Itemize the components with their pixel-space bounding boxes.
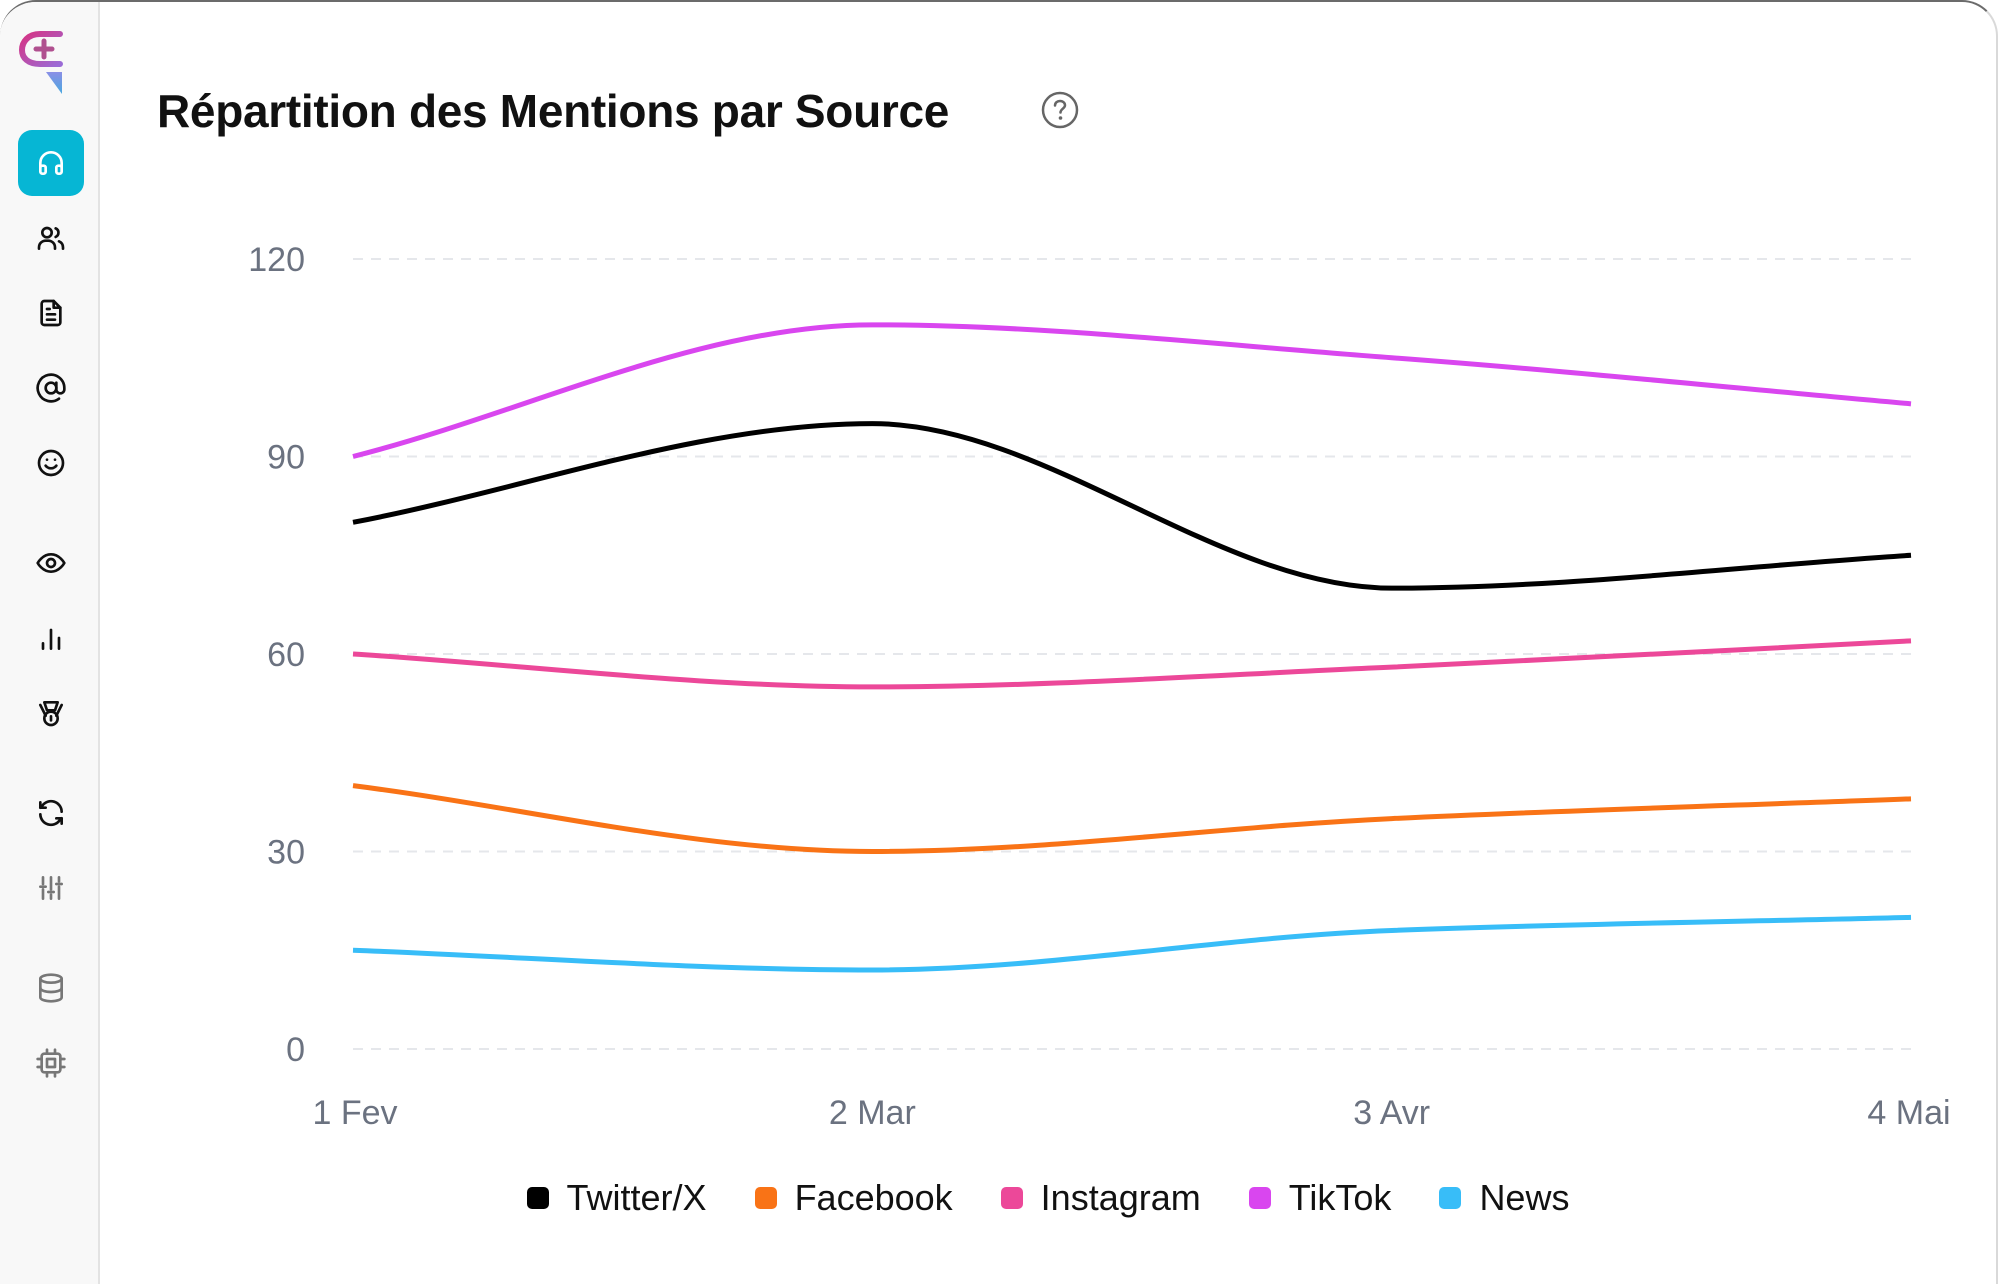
smile-icon: [37, 449, 65, 477]
users-icon: [37, 226, 65, 250]
legend-swatch: [754, 1187, 777, 1209]
help-circle-icon: [1041, 91, 1079, 129]
y-tick-label: 30: [267, 834, 305, 872]
sidebar-item-users[interactable]: [18, 205, 84, 271]
legend-label: Twitter/X: [566, 1177, 707, 1218]
legend-label: TikTok: [1288, 1177, 1392, 1218]
bar-chart-icon: [41, 628, 61, 650]
legend-swatch: [526, 1187, 549, 1209]
cpu-icon: [36, 1048, 66, 1078]
legend-item[interactable]: Facebook: [754, 1177, 953, 1219]
legend-label: Facebook: [794, 1177, 953, 1218]
sidebar-item-sentiment[interactable]: [18, 430, 84, 496]
legend-swatch: [1000, 1187, 1023, 1209]
legend-label: News: [1479, 1177, 1570, 1218]
chart-legend: Twitter/X Facebook Instagram TikTok News: [0, 1177, 1996, 1219]
sidebar: [0, 2, 100, 1284]
series-line-twitter-x: [352, 421, 1912, 591]
x-tick-label: 3 Avr: [1353, 1094, 1430, 1132]
y-tick-label: 0: [286, 1031, 305, 1069]
legend-swatch: [1439, 1187, 1462, 1209]
series-line-instagram: [352, 638, 1912, 690]
sidebar-item-database[interactable]: [18, 955, 84, 1021]
legend-swatch: [1248, 1187, 1271, 1209]
help-button[interactable]: [1040, 90, 1080, 130]
legend-item[interactable]: News: [1439, 1177, 1569, 1219]
chart-title: Répartition des Mentions par Source: [157, 85, 950, 137]
x-tick-label: 4 Mai: [1867, 1094, 1950, 1132]
y-tick-label: 60: [267, 636, 305, 674]
legend-label: Instagram: [1040, 1177, 1201, 1218]
sidebar-item-processor[interactable]: [18, 1030, 84, 1096]
legend-item[interactable]: TikTok: [1248, 1177, 1392, 1219]
sidebar-item-mentions[interactable]: [18, 355, 84, 421]
eye-icon: [36, 553, 66, 573]
x-tick-label: 1 Fev: [312, 1094, 397, 1132]
sidebar-item-sync[interactable]: [18, 780, 84, 846]
legend-item[interactable]: Twitter/X: [526, 1177, 707, 1219]
medal-icon: [39, 701, 63, 727]
database-icon: [39, 973, 63, 1003]
sidebar-item-analytics[interactable]: [18, 605, 84, 671]
sidebar-item-support[interactable]: [18, 130, 84, 196]
headphones-icon: [39, 151, 63, 175]
series-line-facebook: [352, 783, 1912, 855]
sidebar-item-monitoring[interactable]: [18, 530, 84, 596]
sidebar-item-settings[interactable]: [18, 855, 84, 921]
sidebar-item-documents[interactable]: [18, 280, 84, 346]
x-tick-label: 2 Mar: [829, 1094, 916, 1132]
app-logo[interactable]: [18, 28, 68, 98]
logo-icon: [18, 31, 63, 94]
refresh-icon: [39, 799, 63, 827]
y-tick-label: 90: [267, 439, 305, 477]
legend-item[interactable]: Instagram: [1000, 1177, 1201, 1219]
series-line-news: [352, 914, 1912, 973]
sidebar-item-awards[interactable]: [18, 680, 84, 746]
y-tick-label: 120: [248, 241, 305, 279]
sliders-icon: [39, 876, 63, 900]
series-line-tiktok: [352, 322, 1912, 459]
at-sign-icon: [36, 373, 66, 403]
file-text-icon: [40, 299, 62, 327]
